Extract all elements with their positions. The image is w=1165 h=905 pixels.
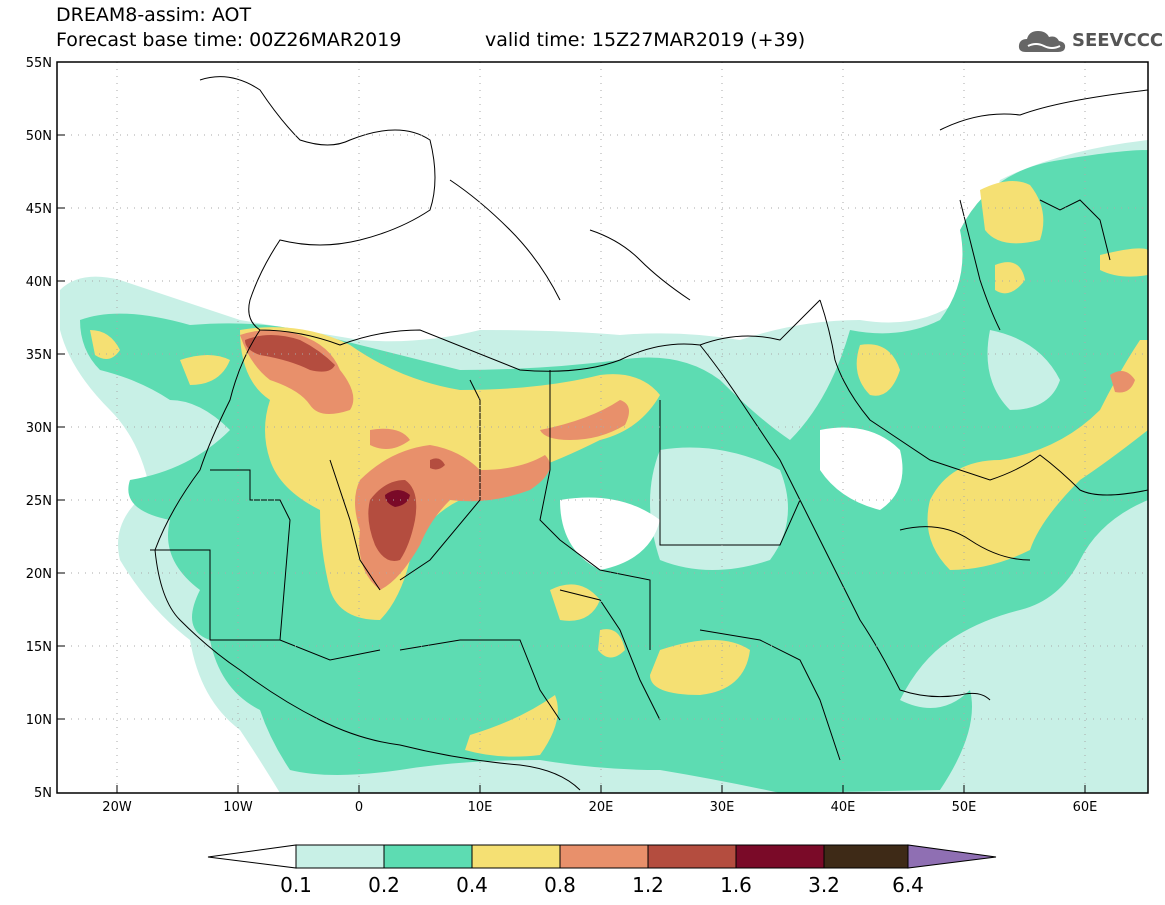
cloud-icon	[1018, 31, 1066, 52]
coastlines	[150, 76, 1148, 791]
logo-text: SEEVCCC	[1072, 30, 1164, 51]
colorbar-swatch	[471, 844, 561, 869]
axis-ticks	[57, 61, 1086, 793]
lon-label: 20W	[102, 800, 132, 815]
lat-label: 5N	[34, 786, 52, 801]
colorbar-label: 0.8	[544, 873, 576, 897]
colorbar-label: 1.2	[632, 873, 664, 897]
lon-label: 50E	[952, 800, 977, 815]
lat-label: 10N	[26, 713, 52, 728]
lat-label: 15N	[26, 640, 52, 655]
colorbar-label: 0.1	[280, 873, 312, 897]
seevccc-logo: SEEVCCC	[1016, 24, 1163, 58]
lat-label: 40N	[26, 275, 52, 290]
valid-time: valid time: 15Z27MAR2019 (+39)	[485, 29, 806, 51]
aot-contours	[60, 140, 1148, 793]
colorbar-swatch	[823, 844, 909, 869]
lon-label: 20E	[589, 800, 614, 815]
colorbar-label: 0.4	[456, 873, 488, 897]
colorbar-label: 1.6	[720, 873, 752, 897]
lat-label: 35N	[26, 348, 52, 363]
lat-label: 25N	[26, 494, 52, 509]
lon-label: 10W	[223, 800, 253, 815]
lon-label: 40E	[831, 800, 856, 815]
lat-label: 30N	[26, 421, 52, 436]
lon-label: 30E	[710, 800, 735, 815]
lon-label: 10E	[468, 800, 493, 815]
lon-label: 0	[355, 800, 363, 815]
lat-label: 20N	[26, 567, 52, 582]
lat-label: 45N	[26, 202, 52, 217]
colorbar-swatch	[383, 844, 473, 869]
graticule	[57, 62, 1148, 793]
colorbar-swatch	[647, 844, 737, 869]
colorbar-label: 3.2	[808, 873, 840, 897]
lat-label: 50N	[26, 129, 52, 144]
colorbar-swatch	[295, 844, 385, 869]
colorbar-label: 6.4	[892, 873, 924, 897]
lat-label: 55N	[26, 56, 52, 71]
colorbar-high-arrow	[907, 844, 997, 869]
colorbar-label: 0.2	[368, 873, 400, 897]
colorbar-low-arrow	[207, 844, 297, 869]
colorbar	[207, 844, 997, 869]
colorbar-swatch	[559, 844, 649, 869]
colorbar-swatch	[735, 844, 825, 869]
map-title: DREAM8-assim: AOT	[56, 4, 252, 26]
forecast-base-time: Forecast base time: 00Z26MAR2019	[56, 29, 402, 51]
lon-label: 60E	[1073, 800, 1098, 815]
